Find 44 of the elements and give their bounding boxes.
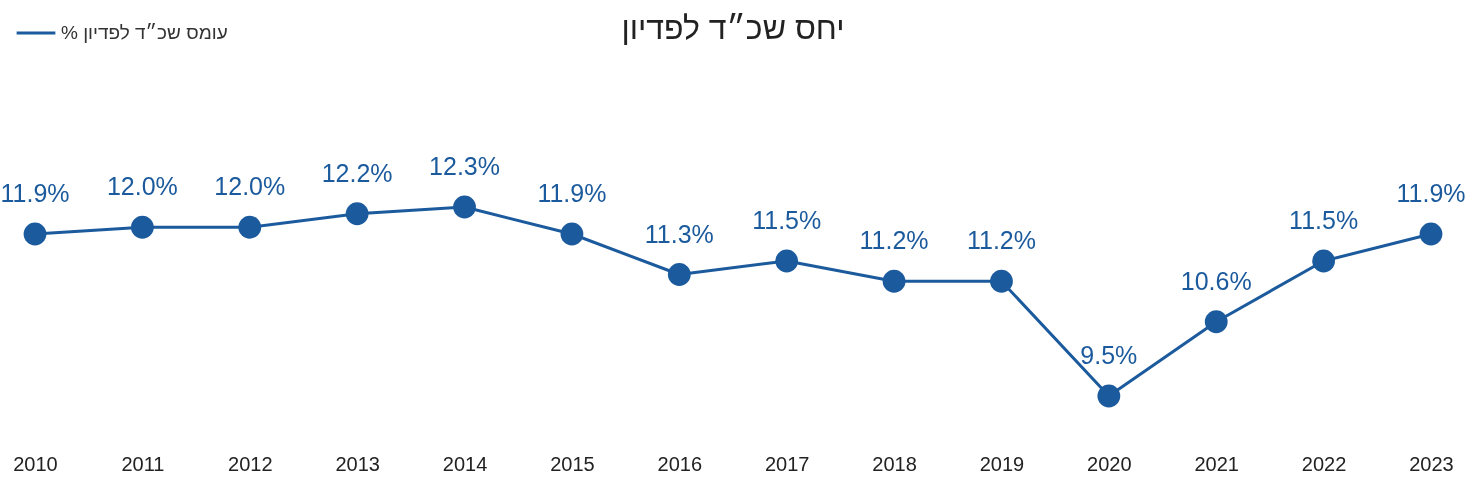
point [990, 269, 1013, 293]
x-tick-label: 2012 [228, 452, 273, 475]
point [238, 215, 262, 239]
data-label: 11.5% [1289, 206, 1359, 234]
data-label: 12.3% [429, 152, 500, 180]
data-label: 11.2% [859, 226, 929, 255]
point [1097, 384, 1121, 408]
point [1312, 249, 1336, 273]
x-tick-label: 2017 [764, 452, 810, 475]
x-tick-label: 2020 [1087, 452, 1132, 475]
x-tick-label: 2016 [657, 452, 703, 475]
data-label: 12.0% [214, 172, 286, 201]
point [130, 215, 154, 239]
point [345, 202, 369, 226]
point [1419, 222, 1443, 246]
point [1204, 310, 1228, 334]
point [882, 269, 906, 293]
data-label: 9.5% [1080, 341, 1138, 369]
x-tick-label: 2011 [121, 452, 165, 475]
data-label: 11.9% [1396, 179, 1466, 207]
data-label: 12.0% [106, 172, 178, 201]
point [667, 263, 691, 286]
data-label: 11.9% [537, 179, 607, 207]
data-label: 10.6% [1180, 266, 1252, 295]
x-tick-label: 2022 [1301, 452, 1347, 475]
point [775, 249, 799, 273]
data-label: 11.3% [644, 219, 714, 248]
x-tick-label: 2014 [442, 452, 488, 475]
data-label: 12.2% [321, 158, 393, 187]
x-tick-label: 2021 [1194, 452, 1239, 475]
data-label: 11.2% [966, 226, 1036, 255]
point [560, 222, 584, 246]
x-tick-label: 2015 [550, 452, 595, 475]
chart-title: יחס שכ״ד לפדיון [621, 10, 845, 46]
data-label: 11.9% [0, 179, 70, 207]
x-tick-label: 2023 [1409, 452, 1454, 475]
x-tick-label: 2018 [872, 452, 917, 475]
x-tick-label: 2010 [13, 452, 58, 475]
x-tick-label: 2019 [979, 452, 1025, 475]
data-label: 11.5% [752, 206, 822, 234]
point [453, 195, 476, 219]
point [23, 222, 47, 246]
legend-label: % עומס שכ״ד לפדיון [61, 22, 228, 43]
x-tick-label: 2013 [335, 452, 380, 475]
